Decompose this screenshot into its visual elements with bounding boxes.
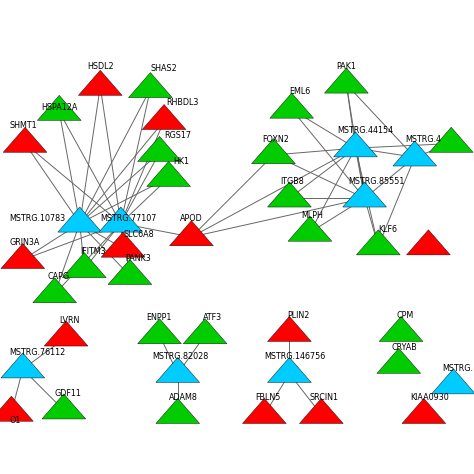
Polygon shape bbox=[142, 104, 186, 129]
Text: MSTRG.76112: MSTRG.76112 bbox=[9, 348, 65, 357]
Text: LVRN: LVRN bbox=[59, 316, 80, 325]
Polygon shape bbox=[432, 369, 474, 394]
Polygon shape bbox=[42, 394, 86, 419]
Polygon shape bbox=[267, 317, 311, 341]
Polygon shape bbox=[156, 399, 200, 424]
Text: PANK3: PANK3 bbox=[125, 254, 151, 263]
Text: GDF11: GDF11 bbox=[55, 389, 82, 398]
Text: CRYAB: CRYAB bbox=[392, 343, 418, 352]
Polygon shape bbox=[377, 348, 421, 374]
Text: MSTRG.82028: MSTRG.82028 bbox=[153, 353, 209, 362]
Polygon shape bbox=[288, 216, 332, 241]
Text: GRIN3A: GRIN3A bbox=[9, 238, 39, 247]
Text: MLPH: MLPH bbox=[301, 211, 323, 220]
Text: SRCIN1: SRCIN1 bbox=[310, 393, 339, 402]
Polygon shape bbox=[1, 353, 45, 378]
Text: SLC6A8: SLC6A8 bbox=[123, 230, 154, 239]
Polygon shape bbox=[300, 399, 343, 424]
Polygon shape bbox=[270, 93, 314, 118]
Polygon shape bbox=[170, 221, 213, 246]
Polygon shape bbox=[0, 396, 33, 421]
Polygon shape bbox=[63, 253, 106, 278]
Polygon shape bbox=[183, 319, 227, 344]
Polygon shape bbox=[243, 399, 286, 424]
Polygon shape bbox=[156, 357, 200, 383]
Text: PLIN2: PLIN2 bbox=[287, 311, 310, 320]
Text: FOXN2: FOXN2 bbox=[262, 135, 289, 144]
Text: FBLN5: FBLN5 bbox=[255, 393, 281, 402]
Polygon shape bbox=[1, 244, 45, 269]
Polygon shape bbox=[379, 317, 423, 341]
Text: PAK1: PAK1 bbox=[337, 62, 356, 71]
Polygon shape bbox=[343, 182, 386, 207]
Text: MSTRG.4: MSTRG.4 bbox=[406, 136, 442, 145]
Polygon shape bbox=[356, 230, 400, 255]
Text: HSDL2: HSDL2 bbox=[87, 62, 114, 71]
Polygon shape bbox=[267, 357, 311, 383]
Polygon shape bbox=[99, 207, 143, 232]
Polygon shape bbox=[37, 95, 81, 120]
Text: RHBDL3: RHBDL3 bbox=[166, 98, 199, 107]
Polygon shape bbox=[33, 278, 77, 303]
Text: ITGB8: ITGB8 bbox=[280, 177, 304, 186]
Polygon shape bbox=[101, 232, 145, 257]
Polygon shape bbox=[137, 137, 182, 162]
Polygon shape bbox=[267, 182, 311, 207]
Polygon shape bbox=[147, 162, 191, 187]
Text: MSTRG.146756: MSTRG.146756 bbox=[264, 353, 326, 362]
Polygon shape bbox=[128, 73, 172, 98]
Text: HSPA12A: HSPA12A bbox=[41, 103, 77, 112]
Text: APOD: APOD bbox=[180, 214, 203, 223]
Polygon shape bbox=[78, 70, 122, 95]
Text: EML6: EML6 bbox=[290, 87, 310, 96]
Polygon shape bbox=[407, 230, 450, 255]
Text: MSTRG.85551: MSTRG.85551 bbox=[349, 177, 405, 186]
Polygon shape bbox=[58, 207, 101, 232]
Text: CAPG: CAPG bbox=[48, 272, 70, 281]
Text: KIAA0930: KIAA0930 bbox=[410, 393, 449, 402]
Text: IFITM3: IFITM3 bbox=[80, 247, 105, 256]
Text: MSTRG.: MSTRG. bbox=[442, 364, 473, 373]
Text: ATF3: ATF3 bbox=[203, 313, 222, 322]
Text: MSTRG.44154: MSTRG.44154 bbox=[337, 127, 393, 136]
Text: MSTRG.77107: MSTRG.77107 bbox=[100, 214, 156, 223]
Polygon shape bbox=[429, 128, 473, 152]
Text: MSTRG.10783: MSTRG.10783 bbox=[9, 214, 65, 223]
Polygon shape bbox=[325, 68, 368, 93]
Polygon shape bbox=[137, 319, 182, 344]
Polygon shape bbox=[44, 321, 88, 346]
Text: O1: O1 bbox=[9, 416, 20, 425]
Polygon shape bbox=[108, 259, 152, 284]
Text: ENPP1: ENPP1 bbox=[146, 313, 171, 322]
Text: SHMT1: SHMT1 bbox=[9, 121, 37, 130]
Text: HK1: HK1 bbox=[173, 157, 189, 166]
Text: RGS17: RGS17 bbox=[164, 131, 191, 140]
Text: ADAM8: ADAM8 bbox=[169, 393, 198, 402]
Polygon shape bbox=[334, 132, 377, 157]
Text: CPM: CPM bbox=[397, 311, 414, 320]
Polygon shape bbox=[402, 399, 446, 424]
Text: SHAS2: SHAS2 bbox=[150, 64, 177, 73]
Polygon shape bbox=[393, 141, 437, 166]
Polygon shape bbox=[3, 128, 47, 152]
Text: KLF6: KLF6 bbox=[378, 225, 397, 234]
Polygon shape bbox=[252, 139, 295, 164]
